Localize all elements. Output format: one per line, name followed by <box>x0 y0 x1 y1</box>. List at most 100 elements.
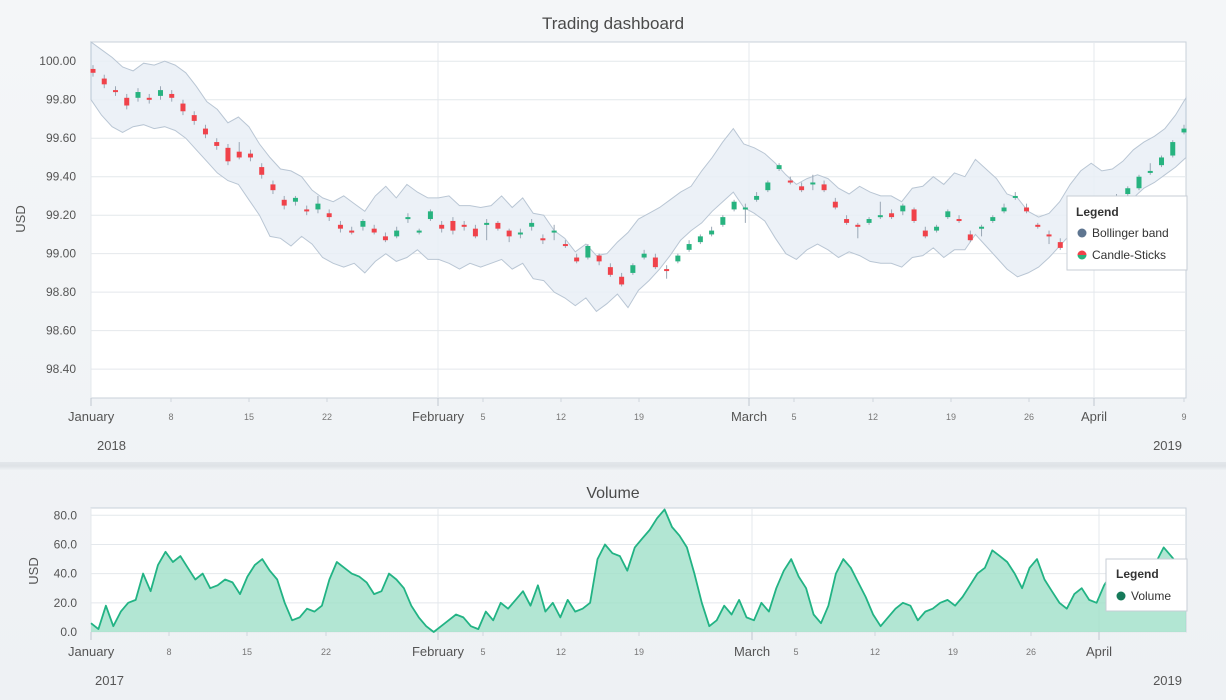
legend-box <box>1066 195 1188 271</box>
candle-body <box>956 219 962 222</box>
candle <box>911 207 917 223</box>
x-minor-label: 5 <box>480 412 485 422</box>
candle <box>270 180 276 195</box>
candle-body <box>517 232 523 235</box>
candle <box>934 224 940 233</box>
candle-body <box>304 209 310 212</box>
y-tick-label: 60.0 <box>54 537 78 551</box>
x-major-label: January <box>68 644 115 659</box>
candle-body <box>934 226 940 231</box>
candle-body <box>821 184 827 191</box>
candle <box>596 253 602 266</box>
candlestick-series <box>90 65 1187 287</box>
x-minor-label: 12 <box>870 647 880 657</box>
candle-body <box>742 207 748 210</box>
candle <box>697 234 703 245</box>
candle-body <box>686 244 692 250</box>
x-minor-label: 8 <box>168 412 173 422</box>
x-major-label: March <box>731 409 767 424</box>
candle <box>1170 140 1176 158</box>
candle <box>180 99 186 116</box>
candle <box>799 182 805 193</box>
x-minor-label: 19 <box>948 647 958 657</box>
candle-body <box>540 238 546 241</box>
candle-body <box>247 153 253 158</box>
candle-body <box>427 211 433 220</box>
candle <box>281 195 287 210</box>
candle <box>1001 203 1007 214</box>
candle-body <box>709 230 715 235</box>
candle-body <box>337 224 343 229</box>
candle-body <box>562 244 568 247</box>
candle <box>315 195 321 214</box>
candle <box>1024 203 1030 214</box>
x-major-label: February <box>412 644 465 659</box>
candle-body <box>630 265 636 273</box>
candle <box>1181 124 1187 135</box>
candle <box>360 219 366 231</box>
candle <box>382 232 388 243</box>
candle <box>562 240 568 248</box>
candle <box>247 149 253 162</box>
volume-x-axis: January February March April 8 15 22 5 12 19 5 12 19… <box>68 632 1112 659</box>
x-end-year: 2019 <box>1153 438 1182 453</box>
y-tick-label: 99.60 <box>46 131 76 145</box>
candle <box>517 228 523 239</box>
volume-line <box>90 508 1187 633</box>
candle <box>416 228 422 235</box>
candle <box>709 226 715 237</box>
volume-y-axis-label: USD <box>26 557 41 584</box>
candle <box>686 240 692 252</box>
candle-body <box>911 209 917 221</box>
volume-x-end-year: 2019 <box>1153 673 1182 688</box>
candle <box>1136 174 1142 191</box>
x-minor-label: 15 <box>242 647 252 657</box>
candle <box>990 215 996 223</box>
candle <box>922 226 928 239</box>
candle <box>641 249 647 260</box>
candle-body <box>382 236 388 241</box>
candle <box>450 217 456 235</box>
candle-body <box>574 257 580 262</box>
legend-candlesticks-label: Candle-Sticks <box>1092 248 1166 262</box>
candle-body <box>967 234 973 241</box>
candle-body <box>270 184 276 191</box>
candle <box>956 215 962 223</box>
candle <box>202 124 208 139</box>
candle <box>585 244 591 260</box>
candle <box>1147 163 1153 175</box>
candle <box>866 217 872 225</box>
candle <box>540 234 546 245</box>
candle-body <box>731 201 737 210</box>
x-minor-label: 12 <box>868 412 878 422</box>
y-tick-label: 99.20 <box>46 208 76 222</box>
candle-body <box>1024 207 1030 212</box>
candle-body <box>1170 142 1176 156</box>
candle-body <box>315 203 321 210</box>
candle-body <box>180 103 186 112</box>
candle <box>112 86 118 96</box>
candle-body <box>349 230 355 233</box>
candle-body <box>619 276 625 285</box>
candle-body <box>1181 128 1187 133</box>
y-tick-label: 20.0 <box>54 596 78 610</box>
legend-candle-marker <box>1077 250 1087 260</box>
candle-body <box>202 128 208 135</box>
candle <box>652 253 658 270</box>
chart-title: Trading dashboard <box>542 14 684 33</box>
x-minor-label: 5 <box>791 412 796 422</box>
candle <box>236 142 242 160</box>
candle-body <box>596 255 602 262</box>
x-major-label: April <box>1081 409 1107 424</box>
candle-body <box>135 92 141 98</box>
candle-body <box>495 222 501 229</box>
candle <box>551 224 557 241</box>
candle <box>304 205 310 216</box>
x-minor-label: 22 <box>322 412 332 422</box>
candle-body <box>832 201 838 208</box>
y-tick-label: 100.00 <box>39 54 76 68</box>
price-legend: Legend Bollinger band Candle-Sticks <box>1066 195 1188 271</box>
candle <box>664 265 670 279</box>
y-tick-label: 99.00 <box>46 247 76 261</box>
